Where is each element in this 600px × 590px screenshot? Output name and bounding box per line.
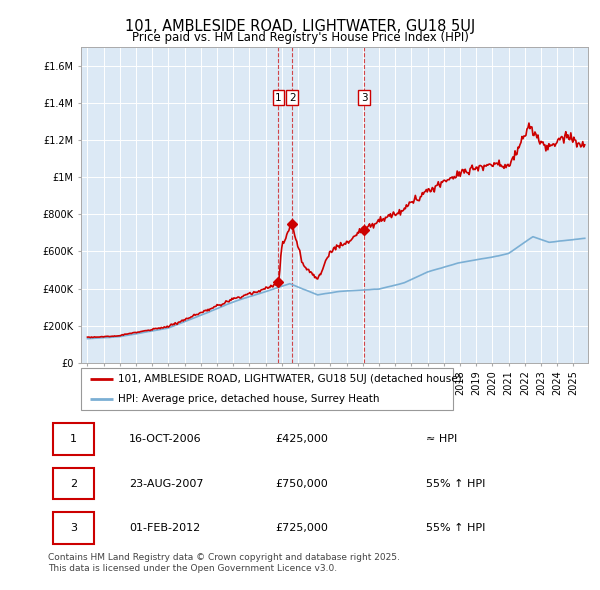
Text: ≈ HPI: ≈ HPI [426,434,457,444]
Text: £725,000: £725,000 [275,523,328,533]
Text: £750,000: £750,000 [275,478,328,489]
Text: 55% ↑ HPI: 55% ↑ HPI [426,478,485,489]
Text: 1: 1 [70,434,77,444]
Text: HPI: Average price, detached house, Surrey Heath: HPI: Average price, detached house, Surr… [118,395,380,404]
Text: 01-FEB-2012: 01-FEB-2012 [129,523,200,533]
Text: 3: 3 [70,523,77,533]
Text: 16-OCT-2006: 16-OCT-2006 [129,434,202,444]
FancyBboxPatch shape [81,368,453,410]
FancyBboxPatch shape [53,512,94,544]
Text: £425,000: £425,000 [275,434,328,444]
FancyBboxPatch shape [53,423,94,455]
Text: 23-AUG-2007: 23-AUG-2007 [129,478,203,489]
Text: 55% ↑ HPI: 55% ↑ HPI [426,523,485,533]
Text: Contains HM Land Registry data © Crown copyright and database right 2025.
This d: Contains HM Land Registry data © Crown c… [48,553,400,573]
Text: Price paid vs. HM Land Registry's House Price Index (HPI): Price paid vs. HM Land Registry's House … [131,31,469,44]
Text: 2: 2 [289,93,296,103]
Text: 3: 3 [361,93,367,103]
Text: 101, AMBLESIDE ROAD, LIGHTWATER, GU18 5UJ: 101, AMBLESIDE ROAD, LIGHTWATER, GU18 5U… [125,19,475,34]
Text: 101, AMBLESIDE ROAD, LIGHTWATER, GU18 5UJ (detached house): 101, AMBLESIDE ROAD, LIGHTWATER, GU18 5U… [118,375,462,385]
FancyBboxPatch shape [53,467,94,499]
Text: 1: 1 [275,93,282,103]
Text: 2: 2 [70,478,77,489]
